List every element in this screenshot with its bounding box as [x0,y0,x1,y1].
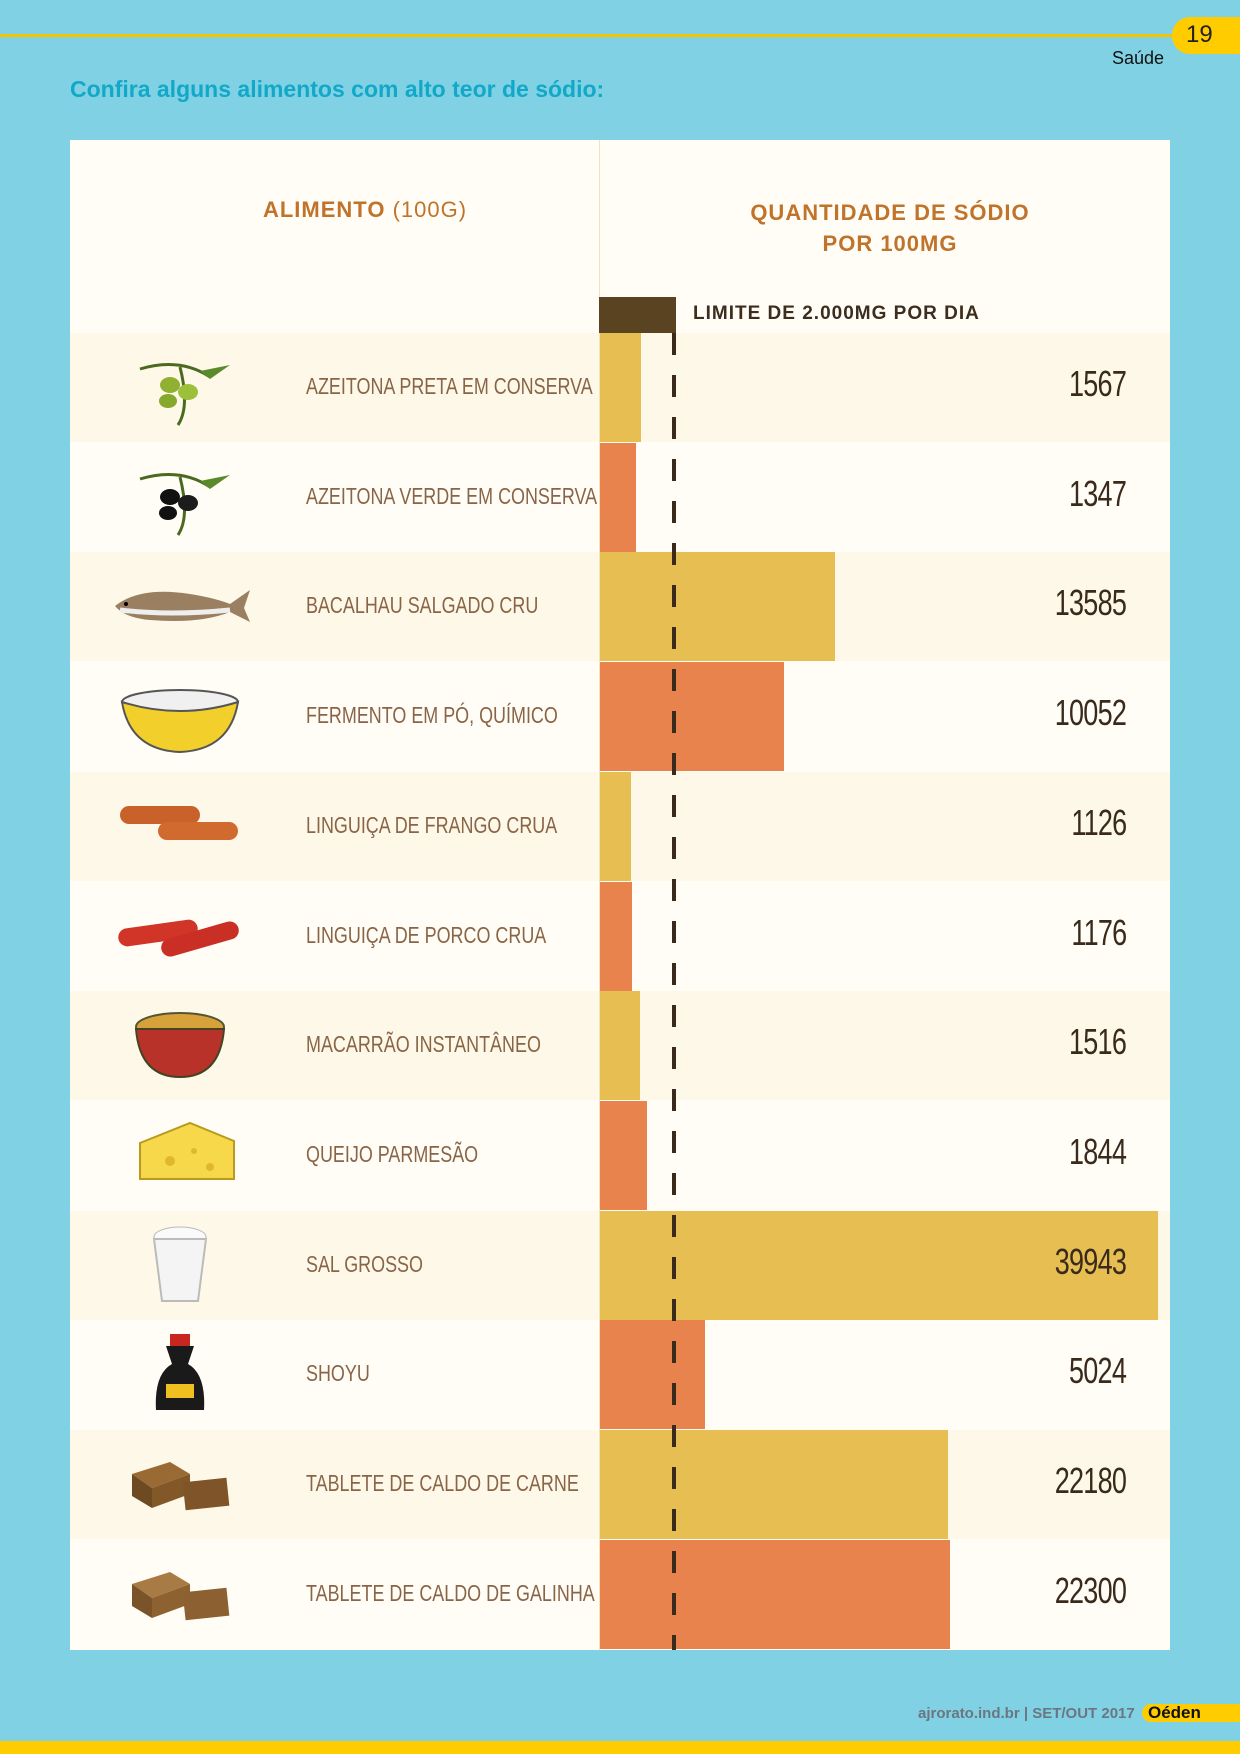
table-row: LINGUIÇA DE PORCO CRUA 1176 [70,881,1170,991]
parmesan-cheese-icon [110,1115,250,1195]
food-label: FERMENTO EM PÓ, QUÍMICO [306,702,558,729]
sodium-bar [599,881,633,991]
sodium-value: 5024 [1068,1350,1127,1392]
soy-sauce-icon [110,1334,250,1414]
sodium-value: 1516 [1068,1021,1127,1063]
food-column-header: ALIMENTO (100G) [70,197,660,223]
beef-stock-cube-icon [110,1444,250,1524]
sodium-bar [599,1430,949,1539]
food-label: LINGUIÇA DE PORCO CRUA [306,921,547,948]
chicken-stock-cube-icon [110,1554,250,1634]
green-olive-icon [110,457,250,537]
food-label: SHOYU [306,1360,370,1387]
sodium-value: 10052 [1054,692,1127,734]
table-row: QUEIJO PARMESÃO 1844 [70,1100,1170,1210]
coarse-salt-icon [110,1225,250,1305]
sodium-value: 22300 [1054,1569,1127,1611]
quantity-column-header: QUANTIDADE DE SÓDIO POR 100MG [630,197,1150,259]
black-olive-icon [110,347,250,427]
sodium-value: 39943 [1054,1240,1127,1282]
table-row: MACARRÃO INSTANTÂNEO 1516 [70,991,1170,1101]
section-name: Saúde [1111,48,1164,68]
pork-sausage-icon [110,896,250,976]
codfish-icon [110,566,250,646]
page-title: Confira alguns alimentos com alto teor d… [70,76,605,102]
column-divider [599,140,600,1650]
quantity-header-text: QUANTIDADE DE SÓDIO [750,200,1030,225]
sodium-bar [599,1320,706,1430]
bottom-bar [0,1741,1240,1754]
limit-label: LIMITE DE 2.000MG POR DIA [693,303,980,324]
limit-dashed-line [672,333,676,1650]
sodium-bar [599,333,641,442]
food-label: SAL GROSSO [306,1250,423,1277]
page-number: 19 [1172,17,1240,54]
footer-text: ajrorato.ind.br | SET/OUT 2017 [918,1705,1135,1722]
food-label: TABLETE DE CALDO DE GALINHA [306,1579,595,1606]
food-label: BACALHAU SALGADO CRU [306,592,539,619]
sodium-bar [599,1100,647,1210]
table-row: SHOYU 5024 [70,1320,1170,1430]
food-label: LINGUIÇA DE FRANGO CRUA [306,811,558,838]
sodium-value: 1176 [1070,911,1127,953]
sodium-chart: AZEITONA PRETA EM CONSERVA 1567 AZEITONA V… [70,140,1170,1650]
food-header-unit: (100G) [392,197,468,222]
food-label: AZEITONA PRETA EM CONSERVA [306,373,593,399]
food-label: TABLETE DE CALDO DE CARNE [306,1470,579,1496]
sodium-value: 22180 [1054,1460,1127,1501]
limit-marker [599,297,676,333]
food-label: MACARRÃO INSTANTÂNEO [306,1031,541,1058]
header-rule [0,34,1180,37]
table-row: AZEITONA PRETA EM CONSERVA 1567 [70,333,1170,442]
sodium-value: 1567 [1068,363,1127,404]
sodium-bar [599,771,632,881]
food-header-text: ALIMENTO [262,197,386,222]
table-row: LINGUIÇA DE FRANGO CRUA 1126 [70,771,1170,881]
sodium-bar [599,991,640,1101]
chicken-sausage-icon [110,786,250,866]
instant-noodles-icon [110,1005,250,1085]
brand-logo: Oéden [1142,1704,1240,1722]
food-label: QUEIJO PARMESÃO [306,1140,479,1167]
quantity-header-unit: POR 100MG [822,231,958,256]
table-row: SAL GROSSO 39943 [70,1210,1170,1320]
sodium-value: 13585 [1054,582,1127,624]
sodium-value: 1844 [1068,1130,1127,1172]
table-row: TABLETE DE CALDO DE GALINHA 22300 [70,1539,1170,1649]
table-row: FERMENTO EM PÓ, QUÍMICO 10052 [70,662,1170,772]
sodium-value: 1126 [1070,801,1127,843]
table-row: AZEITONA VERDE EM CONSERVA 1347 [70,442,1170,552]
baking-powder-bowl-icon [110,676,250,756]
sodium-bar [599,1539,950,1649]
sodium-bar [599,662,785,772]
sodium-bar [599,552,835,662]
food-label: AZEITONA VERDE EM CONSERVA [306,482,598,509]
table-row: TABLETE DE CALDO DE CARNE 22180 [70,1430,1170,1539]
table-row: BACALHAU SALGADO CRU 13585 [70,552,1170,662]
sodium-value: 1347 [1068,472,1127,514]
sodium-bar [599,442,637,552]
sodium-bar [599,1210,1158,1320]
